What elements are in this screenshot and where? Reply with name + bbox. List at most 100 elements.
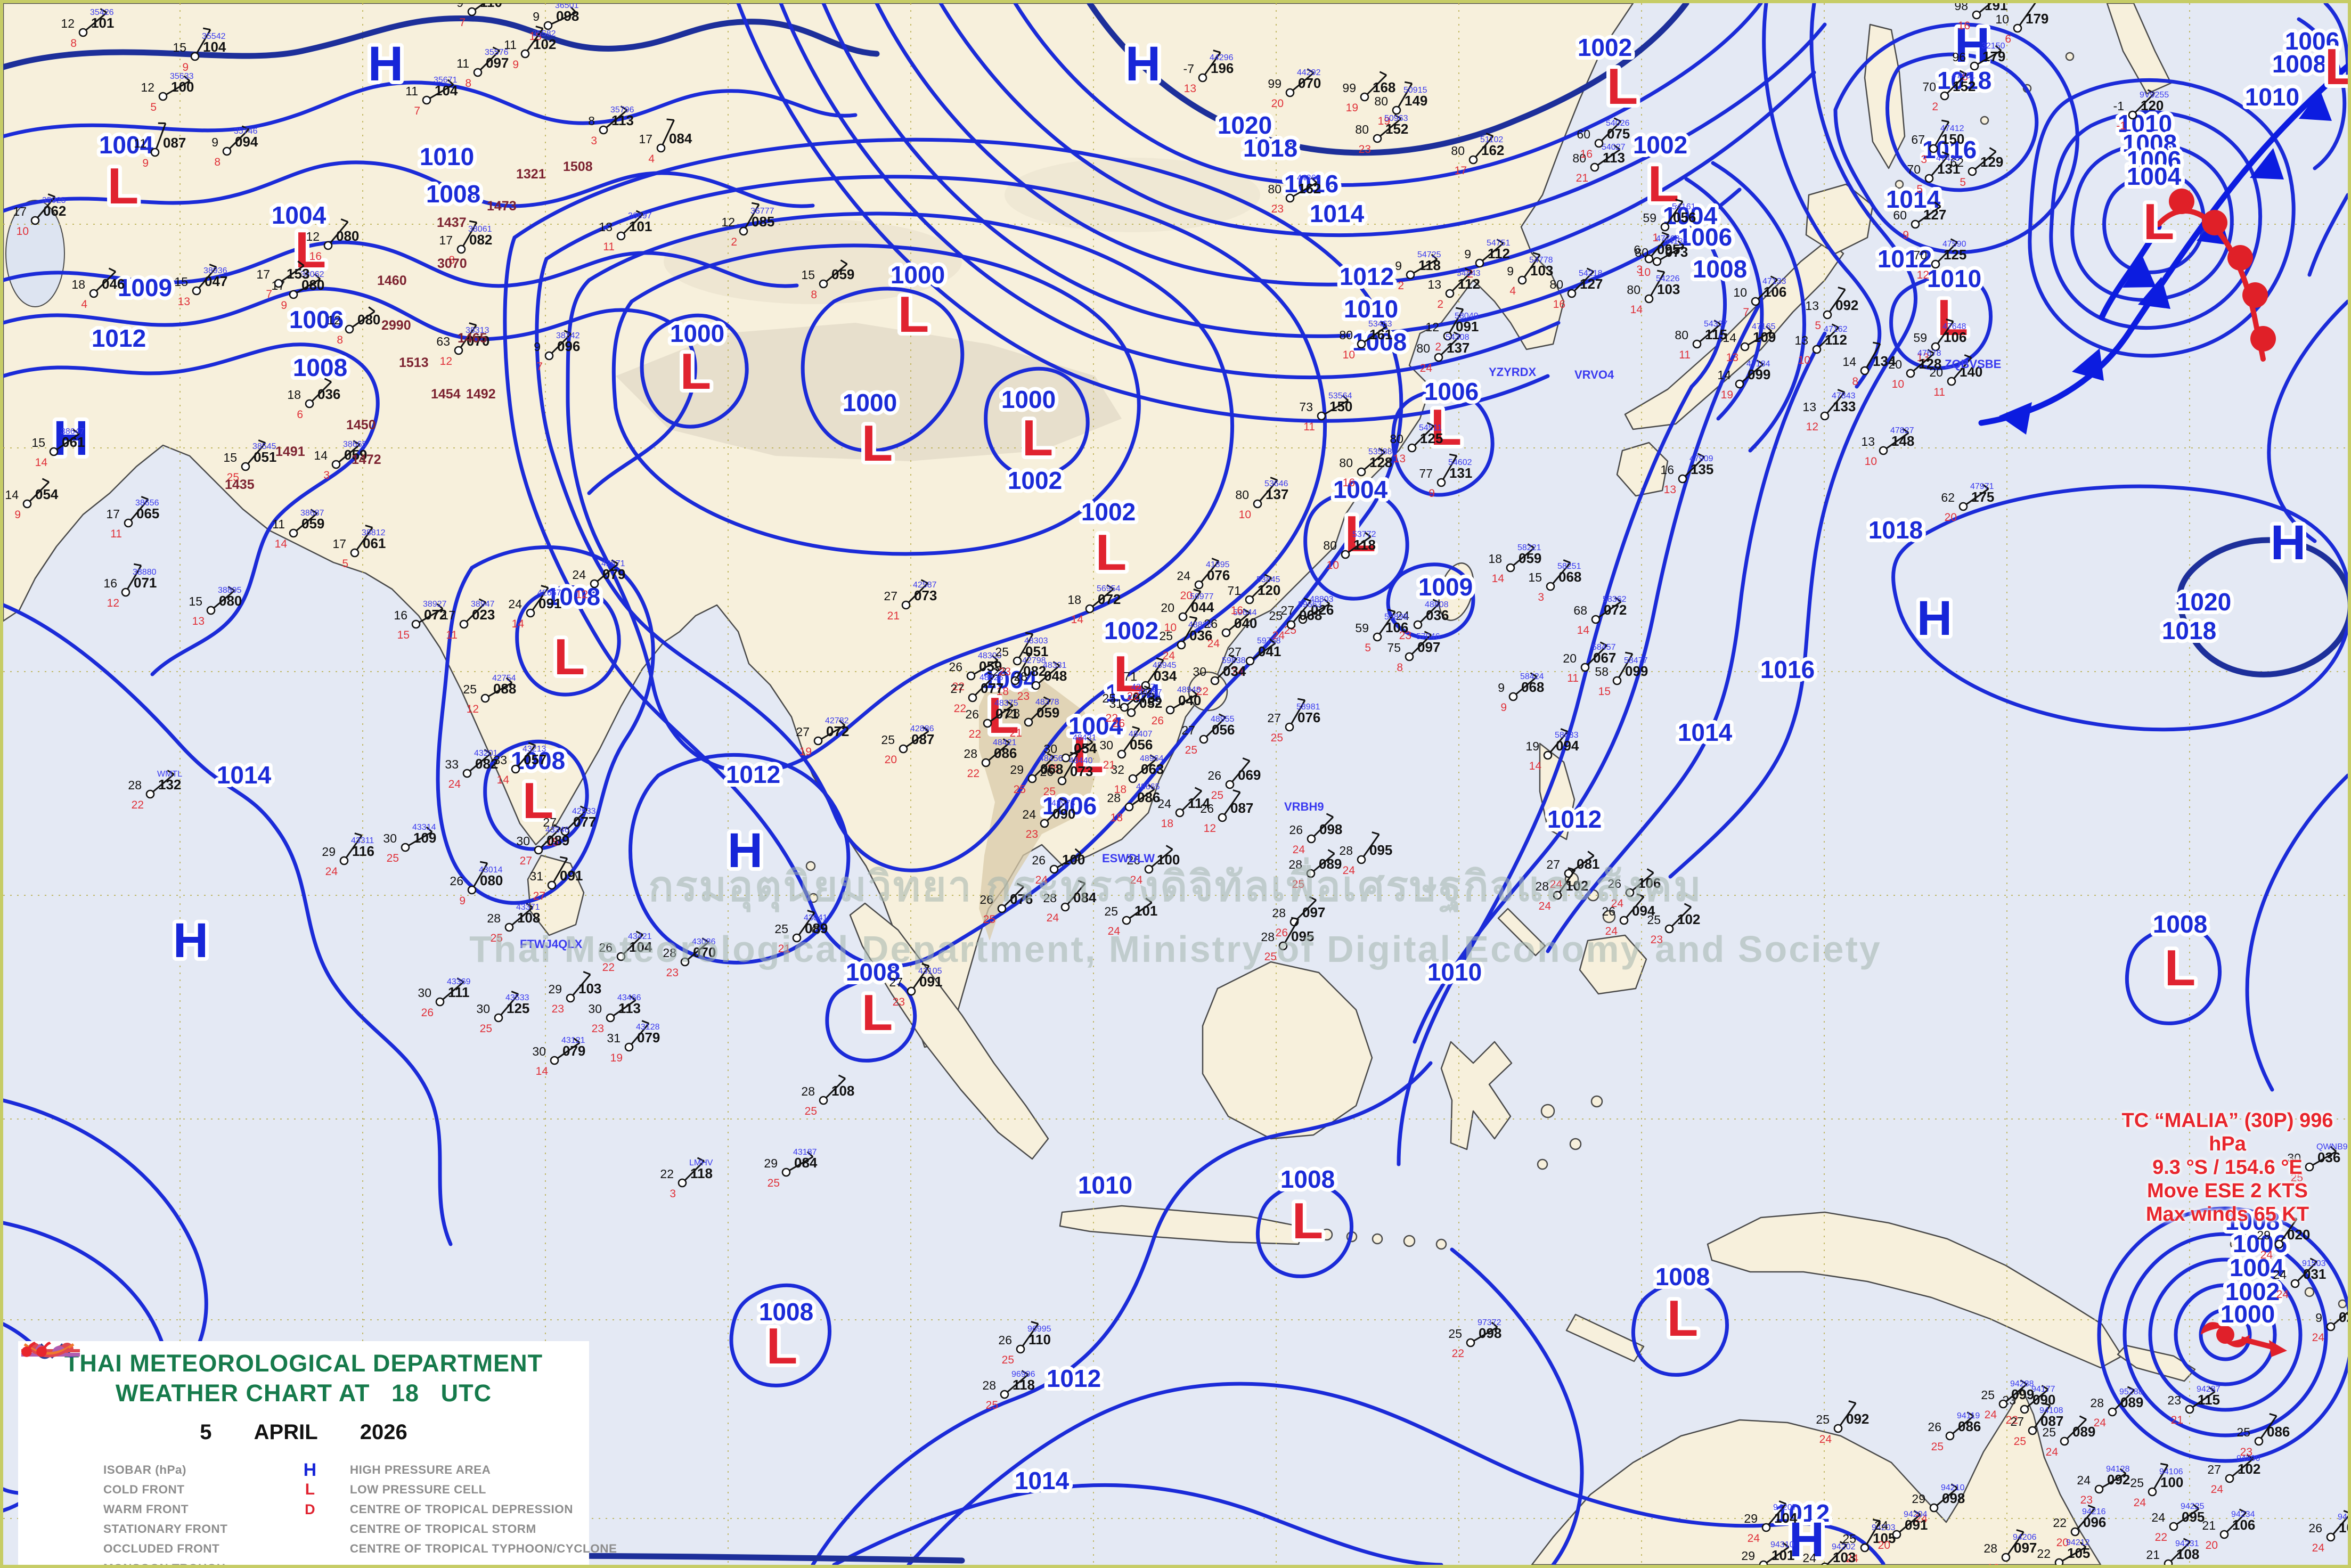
svg-text:098: 098 xyxy=(556,8,579,24)
isobar-value-label: 1008 xyxy=(759,1298,813,1326)
svg-text:3: 3 xyxy=(1636,264,1643,276)
svg-text:179: 179 xyxy=(1982,48,2005,64)
svg-text:089: 089 xyxy=(2120,1394,2143,1410)
station-plot: 084 17 4 xyxy=(639,118,692,165)
svg-text:35633: 35633 xyxy=(170,72,194,81)
svg-text:28: 28 xyxy=(1043,891,1057,905)
svg-text:103: 103 xyxy=(578,981,601,997)
isobar-value-label: 1004 xyxy=(983,666,1038,693)
svg-text:094: 094 xyxy=(235,134,258,150)
svg-text:101: 101 xyxy=(1134,903,1157,919)
svg-text:040: 040 xyxy=(1234,615,1257,631)
svg-text:47412: 47412 xyxy=(1940,124,1964,133)
svg-text:108: 108 xyxy=(2176,1546,2199,1562)
svg-text:152: 152 xyxy=(1953,78,1976,94)
svg-text:132: 132 xyxy=(158,777,181,793)
svg-text:25: 25 xyxy=(1271,732,1283,744)
svg-text:29: 29 xyxy=(764,1156,778,1170)
station-plot: 105942122215 xyxy=(2037,1538,2090,1565)
svg-text:32: 32 xyxy=(1111,763,1124,777)
station-plot: 084 28 24 xyxy=(1043,880,1097,924)
svg-text:23: 23 xyxy=(592,1023,604,1035)
svg-text:54843: 54843 xyxy=(1457,269,1481,278)
svg-text:24: 24 xyxy=(1108,925,1121,937)
svg-text:11: 11 xyxy=(405,84,418,98)
svg-text:9: 9 xyxy=(2315,1311,2322,1325)
svg-text:162: 162 xyxy=(1298,181,1321,197)
svg-text:15: 15 xyxy=(397,629,410,641)
isobar-value-label: 1004 xyxy=(1333,476,1388,503)
svg-text:47843: 47843 xyxy=(1832,391,1856,401)
svg-text:24: 24 xyxy=(1157,797,1171,811)
svg-text:42886: 42886 xyxy=(910,724,934,733)
high-pressure-center: H xyxy=(368,37,403,91)
station-plot: 140 20 11 xyxy=(1929,354,1982,398)
svg-text:090: 090 xyxy=(2032,1392,2055,1408)
low-pressure-center: L xyxy=(1667,1290,1699,1347)
svg-text:25: 25 xyxy=(1104,904,1118,918)
svg-text:94119: 94119 xyxy=(1957,1411,1980,1420)
svg-text:27: 27 xyxy=(1280,603,1294,617)
svg-text:086: 086 xyxy=(994,745,1017,761)
svg-text:25: 25 xyxy=(1292,878,1304,891)
svg-text:80: 80 xyxy=(1416,341,1430,355)
isobar-value-label: 1008 xyxy=(1693,255,1747,283)
isobar-value-label: 1018 xyxy=(1868,516,1923,544)
svg-text:052: 052 xyxy=(1139,695,1162,711)
svg-text:94177: 94177 xyxy=(2031,1385,2055,1394)
svg-text:10: 10 xyxy=(1164,622,1177,634)
svg-text:28: 28 xyxy=(982,1378,996,1392)
legend-label: OCCLUDED FRONT xyxy=(103,1542,220,1555)
svg-text:25: 25 xyxy=(1816,1412,1830,1426)
svg-text:5: 5 xyxy=(1960,176,1966,189)
elevation-label: 2990 xyxy=(381,318,411,333)
svg-text:28: 28 xyxy=(1014,669,1027,683)
legend-label: CENTRE OF TROPICAL TYPHOON/CYCLONE xyxy=(349,1542,617,1555)
svg-text:58: 58 xyxy=(1595,665,1609,679)
svg-text:23: 23 xyxy=(1651,934,1663,946)
svg-text:9: 9 xyxy=(142,157,149,169)
svg-text:8: 8 xyxy=(1852,375,1858,388)
isobar-value-label: 1004 xyxy=(2230,1254,2284,1281)
svg-text:94225: 94225 xyxy=(2181,1502,2205,1511)
station-plot: 101 25 24 xyxy=(1104,897,1157,937)
station-plot: 103 29 23 xyxy=(548,971,601,1015)
station-plot: 134 14 8 xyxy=(1842,341,1896,388)
svg-text:48440: 48440 xyxy=(1069,756,1093,765)
isobar-value-label: 1020 xyxy=(1218,111,1272,139)
svg-text:11: 11 xyxy=(456,56,469,70)
svg-text:54751: 54751 xyxy=(1487,239,1511,248)
svg-text:25: 25 xyxy=(1185,744,1197,756)
svg-text:14: 14 xyxy=(1492,573,1505,585)
svg-text:27: 27 xyxy=(950,682,964,696)
station-plot: 080 12 8 xyxy=(327,306,380,346)
isobar-value-label: 1014 xyxy=(217,761,272,789)
svg-text:12: 12 xyxy=(141,80,154,94)
svg-text:040: 040 xyxy=(1178,692,1201,708)
chart-title-line1: THAI METEOROLOGICAL DEPARTMENT xyxy=(64,1350,543,1377)
elevation-label: 1491 xyxy=(275,444,305,459)
isobar-value-label: 1002 xyxy=(1081,498,1136,526)
isobar-value-label: 1020 xyxy=(2177,588,2231,616)
svg-text:9: 9 xyxy=(459,895,466,907)
svg-text:113: 113 xyxy=(611,112,634,128)
svg-text:7: 7 xyxy=(414,105,420,117)
station-plot: 100 26 24 xyxy=(1126,845,1180,886)
chart-utc-word: UTC xyxy=(440,1379,492,1407)
isobar-value-label: 1004 xyxy=(272,201,326,229)
